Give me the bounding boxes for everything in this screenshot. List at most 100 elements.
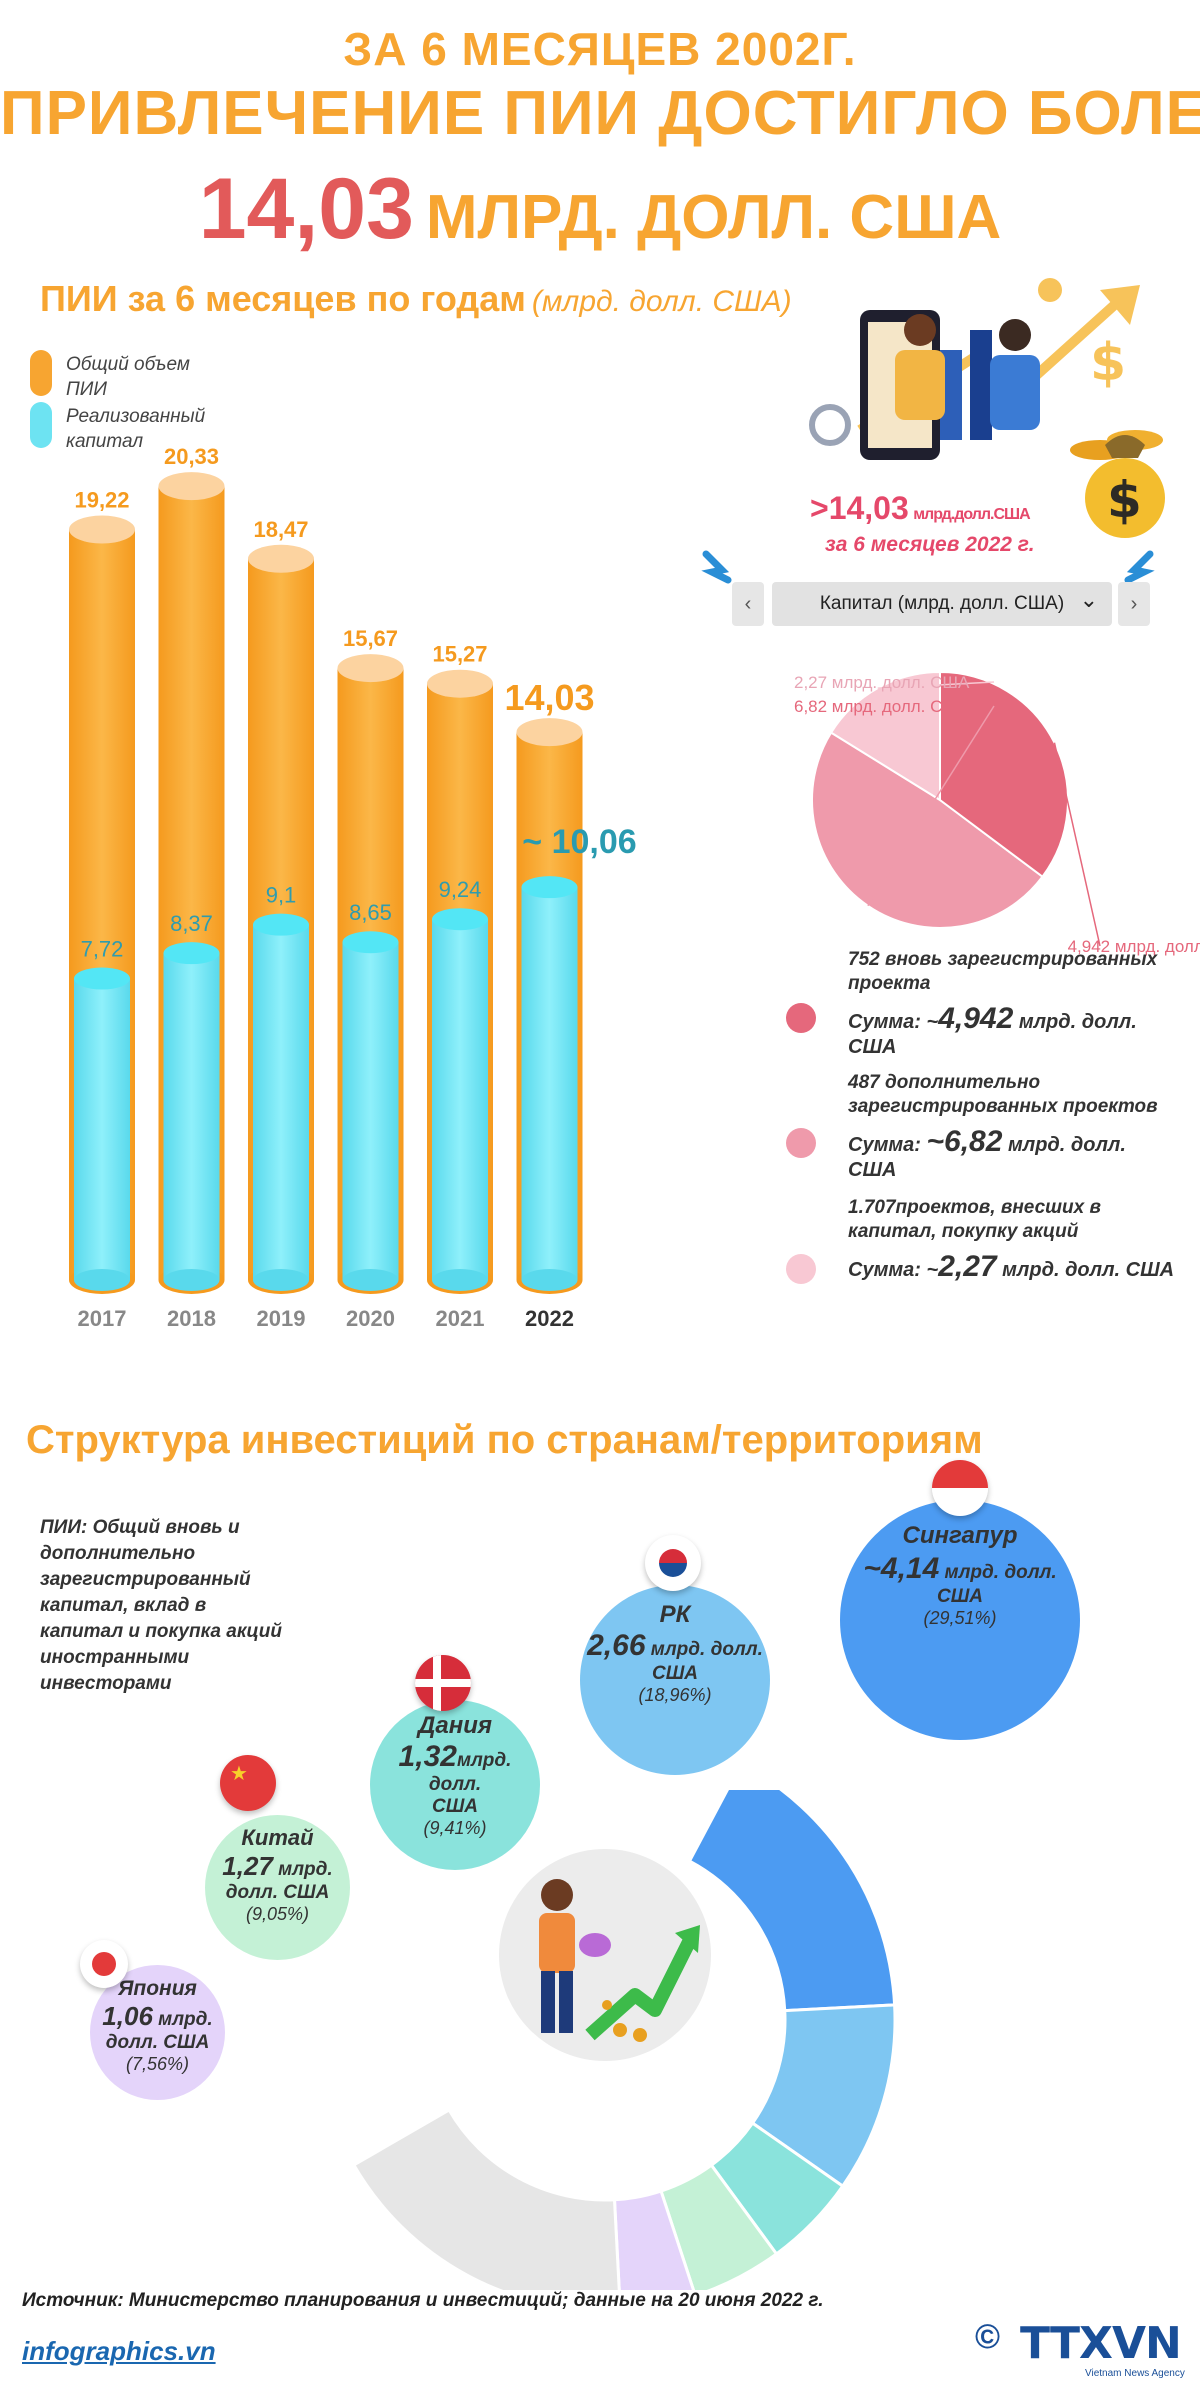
pie-legend-item-shares: 1.707проектов, внесших в капитал, покупк… (848, 1196, 1178, 1284)
bar-realized-2019 (253, 924, 309, 1280)
pie-legend-shares-text: 1.707проектов, внесших в капитал, покупк… (848, 1197, 1101, 1242)
bar-total-top-2018 (158, 472, 225, 501)
bar-realized-2018 (163, 953, 220, 1280)
country-value: 1,27 млрд. (205, 1851, 350, 1882)
country-name: Дания (418, 1712, 492, 1739)
country-share: (18,96%) (638, 1685, 712, 1705)
bar-realized-base-2018 (163, 1269, 220, 1291)
bar-total-top-2022 (516, 718, 583, 747)
bar-realized-label-2020: 8,65 (349, 900, 392, 925)
country-share: (7,56%) (125, 2054, 190, 2074)
watering-can-icon (579, 1933, 611, 1957)
bar-realized-label-2018: 8,37 (170, 911, 213, 936)
denmark-flag-icon (415, 1655, 471, 1711)
coins-icon (602, 2000, 647, 2042)
fdi-headline: >14,03 млрд.долл.США (810, 490, 1031, 527)
capital-selector: ‹ Капитал (млрд. долл. США) ⌄ › (732, 582, 1150, 626)
pointing-hand-left-icon (700, 548, 736, 589)
country-unit: долл. США (105, 2032, 210, 2053)
pie-legend-shares-sum: Сумма: ~2,27 млрд. долл. США (848, 1250, 1178, 1284)
country-value-unit: млрд. долл. (645, 1639, 763, 1660)
site-link[interactable]: infographics.vn (22, 2336, 216, 2366)
country-value: 2,66 млрд. долл. (580, 1629, 770, 1663)
country-share: (9,05%) (245, 1904, 310, 1924)
bar-total-label-2020: 15,67 (343, 626, 398, 651)
gear-icon (809, 404, 851, 446)
bar-group-2019: 18,47 9,1 2019 (248, 517, 314, 1331)
country-value: ~4,14 млрд. долл. (840, 1552, 1080, 1586)
header-big-value: 14,03 (198, 161, 414, 257)
pie-legend-new-text: 752 вновь зарегистрированных проекта (848, 949, 1158, 994)
next-arrow-button[interactable]: › (1118, 582, 1150, 626)
prev-arrow-button[interactable]: ‹ (732, 582, 764, 626)
bar-group-2018: 20,33 8,37 2018 (158, 444, 225, 1331)
x-tick-2018: 2018 (167, 1306, 216, 1331)
country-unit: США (431, 1796, 479, 1817)
bar-total-label-2017: 19,22 (74, 488, 129, 513)
header-line2: ПРИВЛЕЧЕНИЕ ПИИ ДОСТИГЛО БОЛЕЕ (0, 79, 1200, 148)
country-value-unit: млрд. долл. (428, 1750, 512, 1795)
country-name: РК (659, 1601, 691, 1628)
country-value-unit: млрд. (272, 1859, 333, 1880)
pie-label-1: 6,82 млрд. долл. С (794, 697, 942, 716)
source-note: Источник: Министерство планирования и ин… (22, 2290, 824, 2311)
sum-prefix: Сумма: ~ (848, 1011, 939, 1033)
bar-realized-top-2019 (253, 913, 309, 936)
capital-dropdown[interactable]: Капитал (млрд. долл. США) ⌄ (772, 582, 1112, 626)
pie-leader-0 (1053, 742, 1101, 947)
country-unit: долл. США (225, 1882, 330, 1903)
investment-illustration: $ (809, 278, 1163, 460)
pie-legend-additional-sum: Сумма: ~6,82 млрд. долл. США (848, 1125, 1178, 1182)
bar-total-top-2017 (69, 515, 135, 544)
growth-arrow-icon (585, 1925, 700, 2041)
pie-chart: 4,942 млрд. долл. США 6,82 млрд. долл. С 2… (794, 670, 1200, 956)
person-icon (539, 1879, 575, 2033)
header-big-unit: МЛРД. ДОЛЛ. США (425, 183, 1002, 252)
country-value-number: 2,66 (587, 1629, 646, 1662)
ttxvn-logo: TTXVN (1020, 2318, 1182, 2369)
bar-realized-top-2021 (432, 908, 488, 931)
country-unit: США (651, 1663, 699, 1684)
section1-unit: (млрд. долл. США) (531, 285, 792, 318)
singapore-flag-icon (932, 1460, 988, 1516)
businessman-icon (895, 314, 1040, 430)
bar-realized-top-2018 (163, 942, 220, 965)
bubble-denmark: Дания 1,32млрд. долл. США (9,41%) (370, 1700, 540, 1870)
bar-realized-label-2022: ~ 10,06 (522, 823, 636, 861)
china-flag-icon: ★ (220, 1755, 276, 1811)
x-tick-2022: 2022 (525, 1306, 574, 1331)
copyright-icon: © (975, 2318, 1001, 2356)
header-line1: ЗА 6 МЕСЯЦЕВ 2002Г. (343, 23, 857, 75)
country-value: 1,32млрд. долл. (370, 1740, 540, 1796)
country-share: (29,51%) (923, 1608, 997, 1628)
pie-leader-2 (877, 681, 995, 689)
korea-flag-icon (645, 1535, 701, 1591)
bar-realized-base-2020 (342, 1269, 399, 1291)
pie-label-0: 4,942 млрд. долл. США (1068, 937, 1200, 956)
bar-total-label-2022: 14,03 (504, 677, 594, 718)
legend-swatch-total (30, 350, 52, 396)
section1-title: ПИИ за 6 месяцев по годам (млрд. долл. СШ… (40, 278, 792, 320)
section2-title: Структура инвестиций по странам/территор… (26, 1418, 983, 1462)
country-name: Китай (241, 1825, 314, 1850)
bar-realized-2022 (521, 887, 578, 1280)
pointing-hand-right-icon (1120, 548, 1156, 589)
fdi-headline-value: >14,03 (810, 490, 909, 526)
country-value: 1,06 млрд. (90, 2001, 225, 2032)
bar-group-2017: 19,22 7,72 2017 (69, 488, 135, 1331)
sum-value: ~6,82 (926, 1125, 1003, 1158)
country-value-number: 1,32 (398, 1740, 457, 1773)
bar-realized-top-2017 (74, 967, 130, 990)
bar-total-label-2019: 18,47 (253, 517, 308, 542)
growth-illustration (499, 1849, 711, 2061)
svg-text:$: $ (1090, 333, 1126, 393)
sum-unit: млрд. долл. США (848, 1134, 1126, 1181)
country-donut-chart (351, 1790, 897, 2290)
bar-icons (910, 330, 992, 440)
money-bag-icon: $ (1085, 435, 1165, 538)
pie-legend-dot-new (786, 1003, 816, 1033)
pie-legend-dot-shares (786, 1254, 816, 1284)
legend-realized: Реализованный капитал (66, 406, 206, 452)
sum-unit: млрд. долл. США (996, 1259, 1175, 1281)
bubble-singapore: Сингапур ~4,14 млрд. долл. США (29,51%) (840, 1500, 1080, 1740)
